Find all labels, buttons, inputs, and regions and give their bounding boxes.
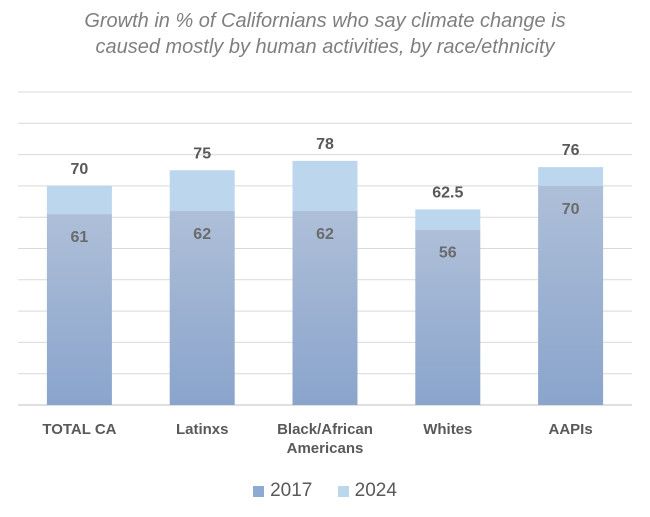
bar-2024-0	[46, 185, 112, 215]
legend-item-2017: 2017	[253, 480, 312, 502]
gridlines	[18, 91, 632, 406]
value-label-2024-0: 70	[71, 161, 89, 178]
bar-2017-0	[46, 214, 112, 405]
category-label-4: AAPIs	[549, 421, 593, 438]
value-label-2017-3: 56	[439, 245, 457, 262]
bar-2017-2	[292, 210, 358, 405]
category-label-3: Whites	[423, 421, 472, 438]
legend-label-2024: 2024	[354, 480, 397, 501]
chart-title-line-1: Growth in % of Californians who say clim…	[84, 10, 566, 32]
chart-title: Growth in % of Californians who say clim…	[0, 8, 650, 60]
bars	[46, 160, 604, 405]
value-label-2017-2: 62	[316, 226, 334, 243]
value-label-2024-3: 62.5	[432, 184, 463, 201]
bar-2017-4	[538, 185, 604, 405]
value-label-2017-0: 61	[71, 229, 89, 246]
legend: 2017 2024	[0, 480, 650, 503]
chart-title-line-2: caused mostly by human activities, by ra…	[95, 36, 555, 58]
category-label-2: Black/African Americans	[277, 421, 373, 457]
legend-swatch-2024	[337, 485, 349, 497]
category-label-1: Latinxs	[176, 421, 229, 438]
bar-2017-3	[415, 229, 481, 405]
labels: 70 61 TOTAL CA 75 62 Latinxs 78 62 Black/African…	[42, 136, 592, 457]
bar-2024-4	[538, 167, 604, 186]
value-label-2024-1: 75	[193, 145, 211, 162]
category-label-0: TOTAL CA	[42, 421, 116, 438]
legend-item-2024: 2024	[337, 480, 397, 502]
value-label-2024-2: 78	[316, 136, 334, 153]
bar-2024-2	[292, 160, 358, 211]
bar-2017-1	[169, 210, 235, 405]
value-label-2024-4: 76	[562, 142, 580, 159]
bar-2024-3	[415, 209, 481, 230]
value-label-2017-4: 70	[562, 201, 580, 218]
legend-label-2017: 2017	[270, 480, 313, 501]
legend-swatch-2017	[253, 485, 265, 497]
value-label-2017-1: 62	[193, 226, 211, 243]
bar-2024-1	[169, 170, 235, 211]
